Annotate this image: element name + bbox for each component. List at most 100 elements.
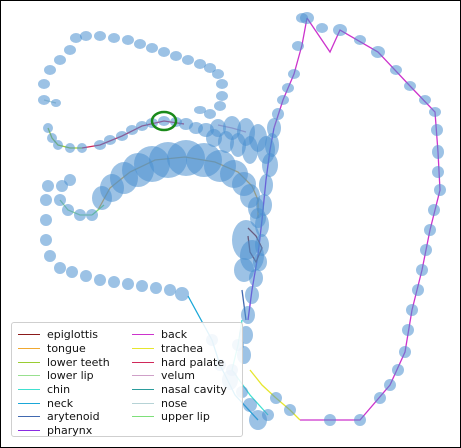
sample-marker [204, 109, 216, 119]
sample-marker [126, 125, 138, 135]
sample-marker [94, 31, 106, 41]
legend-item: velum [132, 369, 242, 383]
sample-marker [86, 209, 98, 221]
sample-marker [116, 131, 128, 141]
sample-marker [104, 135, 116, 145]
sample-marker [150, 282, 162, 294]
sample-marker [43, 123, 53, 133]
legend-item: pharynx [18, 424, 132, 438]
sample-marker [42, 180, 54, 192]
sample-marker [333, 24, 347, 36]
legend-label: trachea [161, 342, 204, 356]
sample-marker [53, 140, 63, 150]
sample-marker [412, 284, 424, 296]
sample-marker [384, 379, 396, 391]
sample-marker [432, 166, 444, 178]
sample-marker [284, 404, 296, 416]
legend-label: velum [161, 369, 196, 383]
sample-marker [230, 133, 246, 157]
legend-item: arytenoid [18, 410, 132, 424]
sample-marker [80, 270, 92, 282]
legend-swatch [18, 430, 40, 432]
sample-marker [406, 304, 418, 316]
sample-marker [419, 95, 431, 105]
sample-marker [214, 101, 226, 111]
legend-label: nasal cavity [161, 383, 227, 397]
sample-marker [80, 31, 92, 41]
legend: epiglottis back tongue trachea lower teeth ha… [11, 322, 243, 437]
sample-marker [54, 262, 66, 274]
sample-marker [428, 204, 440, 216]
legend-grid: epiglottis back tongue trachea lower teeth ha… [18, 328, 242, 438]
legend-swatch [132, 402, 154, 404]
sample-marker [40, 214, 52, 226]
sample-marker [70, 33, 82, 43]
sample-marker [44, 250, 56, 262]
legend-swatch [132, 361, 154, 363]
sample-marker [54, 55, 66, 65]
sample-marker [272, 108, 284, 120]
legend-label: chin [47, 383, 71, 397]
sample-marker [234, 258, 254, 282]
sample-marker [371, 46, 385, 58]
legend-label: pharynx [47, 424, 93, 438]
sample-marker [64, 45, 76, 55]
sample-marker [354, 35, 366, 45]
sample-marker [420, 244, 432, 256]
sample-marker [108, 33, 120, 43]
sample-marker [44, 65, 56, 75]
sample-marker [241, 306, 255, 324]
legend-swatch [132, 416, 154, 418]
sample-marker [47, 133, 57, 143]
legend-item: epiglottis [18, 328, 132, 342]
sample-marker [277, 95, 289, 105]
back-line [300, 17, 441, 421]
sample-marker [270, 392, 282, 404]
legend-swatch [18, 334, 40, 336]
legend-swatch [18, 348, 40, 350]
sample-marker [399, 346, 411, 358]
legend-item: trachea [132, 342, 242, 356]
sample-marker [267, 118, 281, 138]
sample-marker [38, 79, 50, 89]
sample-marker [64, 174, 76, 186]
legend-item: chin [18, 383, 132, 397]
sample-marker [170, 51, 182, 61]
sample-marker [416, 264, 428, 276]
legend-swatch [132, 389, 154, 391]
legend-swatch [18, 361, 40, 363]
sample-marker [51, 99, 61, 107]
sample-marker [402, 324, 414, 336]
sample-marker [390, 65, 402, 75]
sample-marker [74, 209, 86, 221]
legend-item: nose [132, 396, 242, 410]
sample-marker [94, 140, 106, 150]
sample-marker [40, 194, 52, 206]
legend-label: lower lip [47, 369, 94, 383]
sample-marker [122, 35, 134, 45]
legend-item: lower lip [18, 369, 132, 383]
sample-marker [134, 39, 146, 49]
legend-label: epiglottis [47, 328, 98, 342]
sample-marker [54, 194, 66, 206]
sample-marker [354, 414, 366, 426]
sample-marker [434, 184, 446, 196]
sample-marker [204, 63, 216, 73]
sample-marker [245, 286, 259, 304]
legend-item: neck [18, 396, 132, 410]
sample-markers [38, 12, 446, 430]
sample-marker [288, 69, 300, 79]
sample-marker [216, 79, 228, 89]
sample-marker [158, 47, 170, 57]
sample-marker [374, 392, 386, 404]
sample-marker [194, 59, 206, 69]
legend-swatch [18, 416, 40, 418]
legend-item: upper lip [132, 410, 242, 424]
sample-marker [259, 174, 273, 196]
sample-marker [182, 55, 194, 65]
legend-swatch [132, 375, 154, 377]
sample-marker [40, 234, 52, 246]
sample-marker [122, 278, 134, 290]
sample-marker [212, 69, 224, 79]
